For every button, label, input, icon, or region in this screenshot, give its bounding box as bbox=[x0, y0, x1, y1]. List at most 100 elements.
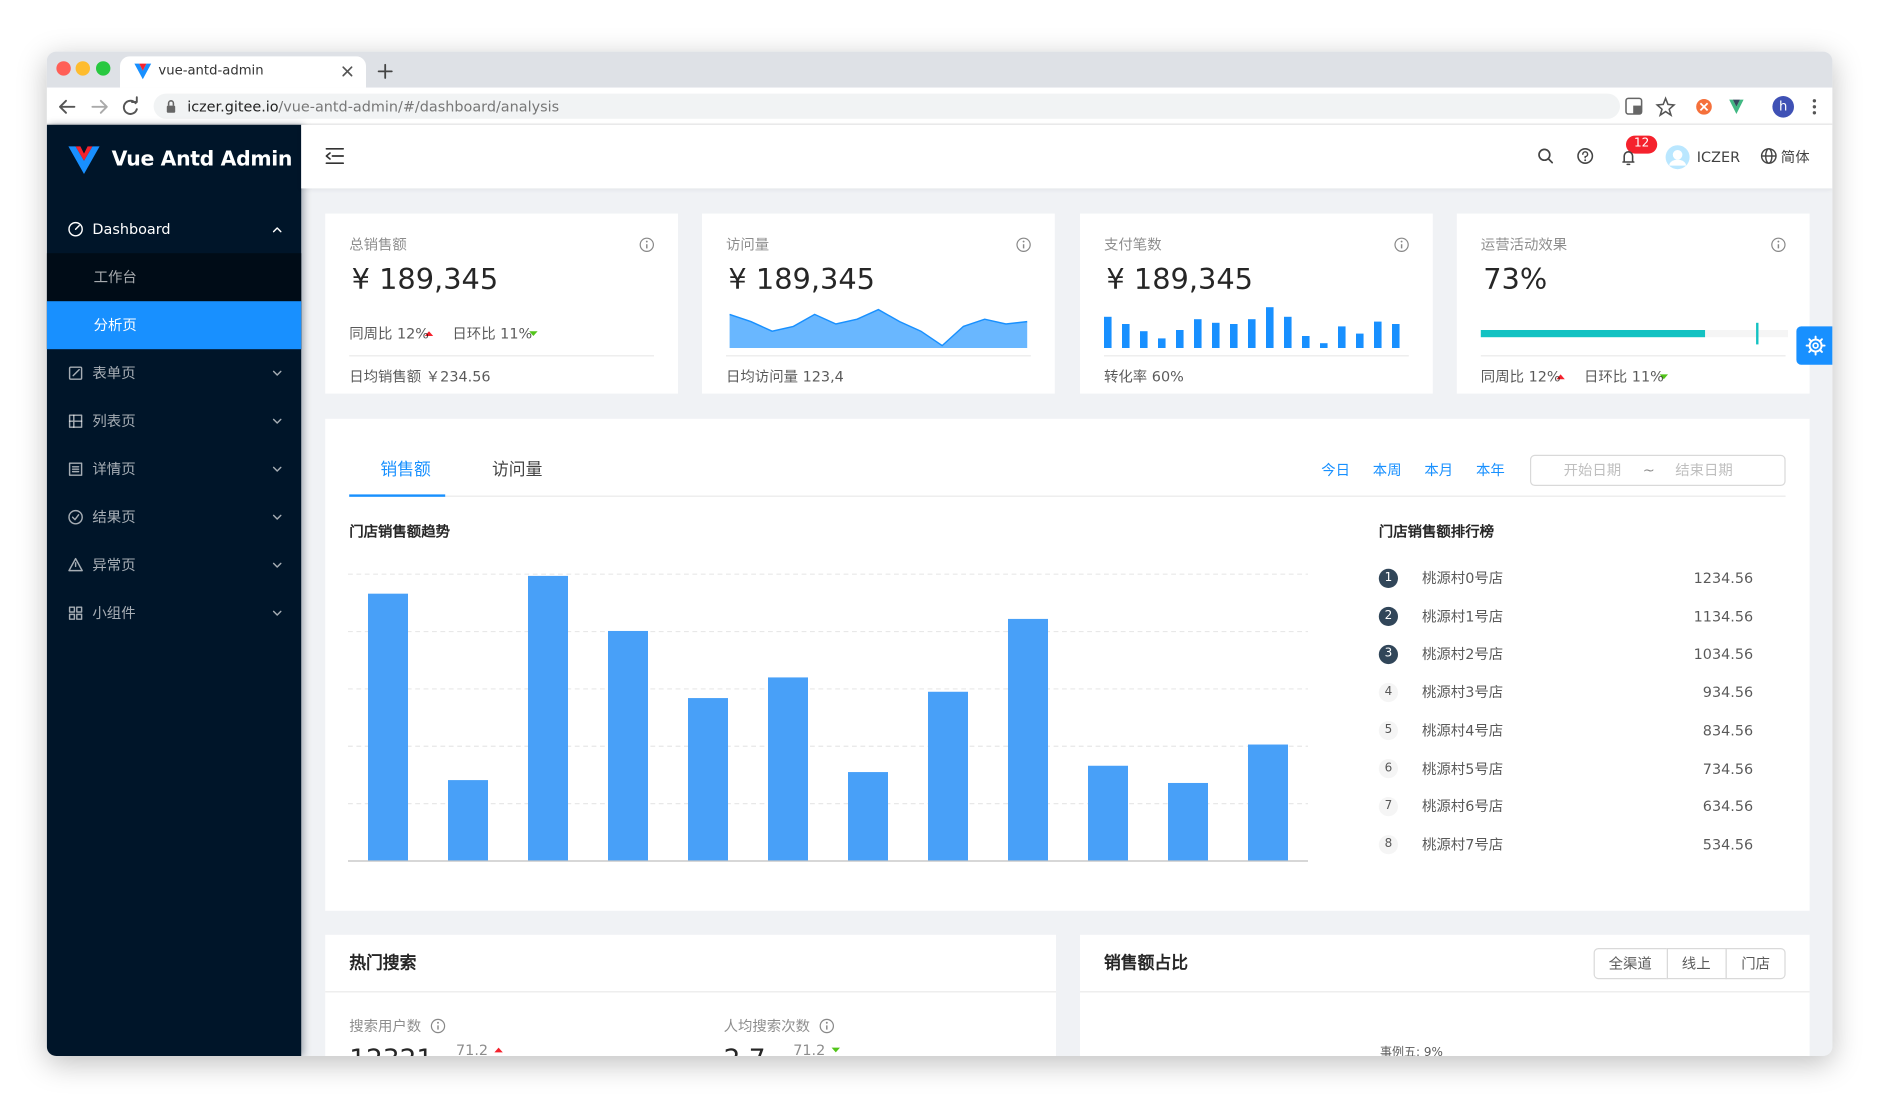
channel-button-label[interactable]: 全渠道 bbox=[1608, 955, 1652, 973]
help-icon[interactable] bbox=[1577, 148, 1594, 164]
user-avatar[interactable] bbox=[1665, 145, 1690, 170]
profile-avatar[interactable] bbox=[1772, 96, 1795, 118]
menu-arrow-down[interactable] bbox=[272, 370, 282, 376]
store-name: 桃源村2号店 bbox=[1422, 646, 1504, 663]
mini-bar bbox=[1104, 316, 1112, 348]
user-name[interactable]: ICZER bbox=[1696, 148, 1741, 166]
channel-button-label[interactable]: 门店 bbox=[1741, 955, 1771, 973]
menu-icon-part bbox=[74, 224, 80, 230]
browser-menu[interactable] bbox=[1812, 99, 1817, 115]
menu-icon-part bbox=[68, 414, 83, 428]
rank-number: 7 bbox=[1384, 799, 1393, 813]
date-placeholder: 开始日期 bbox=[1563, 462, 1622, 479]
rank-number: 3 bbox=[1384, 647, 1393, 661]
range-link[interactable]: 本年 bbox=[1475, 462, 1505, 479]
store-name: 桃源村6号店 bbox=[1422, 798, 1504, 816]
settings-icon-part bbox=[1812, 342, 1819, 349]
language-icon[interactable] bbox=[1760, 148, 1777, 164]
menu-icon-part bbox=[76, 613, 83, 620]
bell-icon[interactable] bbox=[1622, 151, 1635, 166]
rank-badge bbox=[1378, 644, 1398, 665]
reload[interactable] bbox=[122, 96, 138, 115]
menu-arrow-down-part bbox=[272, 370, 282, 376]
info-icon[interactable] bbox=[639, 237, 655, 253]
range-link[interactable]: 本周 bbox=[1372, 462, 1402, 479]
submenu-item[interactable]: 分析页 bbox=[93, 316, 137, 334]
menu-arrow-down[interactable] bbox=[272, 562, 282, 568]
settings-icon-part bbox=[1805, 335, 1826, 356]
tab[interactable]: 访问量 bbox=[492, 460, 543, 481]
new-tab[interactable] bbox=[377, 63, 393, 79]
range-picker[interactable] bbox=[1530, 454, 1786, 487]
menu-item[interactable]: 异常页 bbox=[92, 556, 136, 574]
new-tab-part bbox=[377, 63, 393, 79]
tab-close[interactable] bbox=[342, 66, 353, 77]
info-icon[interactable] bbox=[1394, 237, 1409, 253]
url-bar[interactable] bbox=[153, 93, 1621, 119]
settings-button[interactable] bbox=[1796, 326, 1833, 365]
profile-initial: h bbox=[1779, 98, 1788, 115]
info-icon[interactable] bbox=[1771, 237, 1786, 253]
menu-item[interactable]: 详情页 bbox=[92, 460, 136, 478]
mini-bar bbox=[1320, 343, 1328, 348]
trend-up bbox=[1556, 374, 1565, 380]
menu-icon-part bbox=[68, 221, 83, 237]
menu-item-selected[interactable] bbox=[46, 301, 302, 350]
segment-button[interactable] bbox=[1725, 948, 1786, 980]
tab-title[interactable]: vue-antd-admin bbox=[158, 62, 264, 78]
submenu-item[interactable]: 工作台 bbox=[93, 268, 137, 286]
menu-icon bbox=[68, 221, 83, 237]
collapse-menu[interactable] bbox=[325, 147, 345, 165]
rank-badge bbox=[1378, 835, 1398, 855]
extension-1[interactable] bbox=[1696, 99, 1712, 115]
extension-1-part bbox=[1699, 102, 1709, 112]
info-icon[interactable] bbox=[819, 1018, 835, 1034]
mini-bar bbox=[1212, 322, 1220, 348]
bar bbox=[1248, 744, 1289, 861]
menu-arrow-down[interactable] bbox=[272, 610, 282, 616]
menu-item[interactable]: 结果页 bbox=[92, 508, 136, 526]
mini-bar bbox=[1176, 330, 1184, 348]
menu-icon-part bbox=[68, 414, 83, 428]
menu-arrow-up[interactable] bbox=[272, 227, 282, 233]
rank-badge bbox=[1378, 759, 1398, 779]
range-link[interactable]: 今日 bbox=[1321, 462, 1351, 479]
segment-button[interactable] bbox=[1593, 948, 1669, 980]
trend-down bbox=[529, 331, 538, 336]
lock-part bbox=[167, 100, 175, 106]
channel-button-label[interactable]: 线上 bbox=[1681, 955, 1711, 973]
bookmark-star[interactable] bbox=[1655, 96, 1676, 118]
tab[interactable]: 销售额 bbox=[380, 460, 431, 481]
menu-item[interactable]: Dashboard bbox=[92, 220, 171, 238]
bookmark-star-part bbox=[1655, 96, 1676, 118]
info-icon-part bbox=[430, 1018, 446, 1034]
user-avatar-part bbox=[1672, 150, 1683, 160]
menu-arrow-down[interactable] bbox=[272, 466, 282, 472]
card-title: 总销售额 bbox=[349, 236, 407, 254]
menu-item[interactable]: 小组件 bbox=[92, 604, 136, 622]
lock bbox=[166, 100, 176, 113]
translate-icon[interactable] bbox=[1625, 97, 1643, 115]
nav-back[interactable] bbox=[59, 99, 76, 114]
search-icon[interactable] bbox=[1538, 148, 1554, 164]
info-icon[interactable] bbox=[430, 1018, 446, 1034]
info-icon[interactable] bbox=[1016, 237, 1031, 253]
menu-icon-part bbox=[68, 509, 83, 525]
language-switch[interactable]: 简体 bbox=[1780, 148, 1810, 166]
reload-part bbox=[131, 96, 138, 103]
extension-2[interactable] bbox=[1729, 99, 1744, 115]
range-link[interactable]: 本月 bbox=[1424, 462, 1454, 479]
nav-forward[interactable] bbox=[91, 99, 108, 114]
browser-tab[interactable] bbox=[120, 56, 367, 88]
menu-item[interactable]: 列表页 bbox=[92, 412, 136, 430]
menu-icon-part bbox=[68, 509, 83, 525]
window-controls[interactable] bbox=[56, 61, 111, 76]
menu-arrow-down[interactable] bbox=[272, 514, 282, 520]
card-value: ¥ 189,345 bbox=[1106, 262, 1253, 297]
segment-button[interactable] bbox=[1666, 948, 1727, 980]
menu-item[interactable]: 表单页 bbox=[92, 364, 136, 382]
date-separator: ~ bbox=[1642, 462, 1655, 479]
pie-label: 事例五: 9% bbox=[1380, 1046, 1443, 1057]
menu-arrow-down[interactable] bbox=[272, 418, 282, 424]
settings-icon[interactable] bbox=[1805, 335, 1826, 356]
